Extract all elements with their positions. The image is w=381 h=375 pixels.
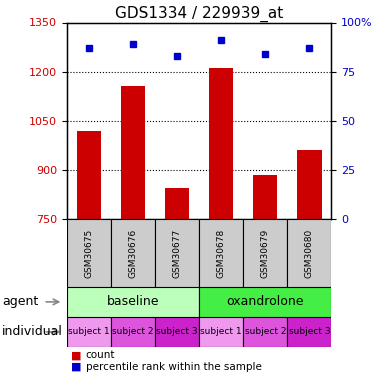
Text: subject 3: subject 3 [288,327,330,336]
Bar [111,219,155,287]
Text: ■: ■ [70,362,81,372]
Text: individual: individual [2,326,63,338]
Bar [155,317,199,347]
Text: GSM30678: GSM30678 [217,228,226,278]
Bar [111,317,155,347]
Bar [209,68,233,219]
Text: subject 1: subject 1 [68,327,110,336]
Text: GSM30677: GSM30677 [173,228,181,278]
Text: GSM30680: GSM30680 [305,228,314,278]
Title: GDS1334 / 229939_at: GDS1334 / 229939_at [115,6,283,22]
Text: subject 2: subject 2 [112,327,154,336]
Bar [67,219,111,287]
Text: subject 3: subject 3 [156,327,198,336]
Text: count: count [86,351,115,360]
Bar [155,219,199,287]
Text: agent: agent [2,296,38,308]
Text: GSM30675: GSM30675 [84,228,93,278]
Bar [199,219,243,287]
Bar [287,317,331,347]
Bar [67,317,111,347]
Bar [77,131,101,219]
Text: ■: ■ [70,351,81,360]
Bar [121,87,145,219]
Bar [67,287,199,317]
Bar [165,188,189,219]
Bar [253,175,277,219]
Bar [199,317,243,347]
Text: oxandrolone: oxandrolone [227,296,304,308]
Bar [199,287,331,317]
Bar [297,150,322,219]
Bar [243,219,287,287]
Text: percentile rank within the sample: percentile rank within the sample [86,362,262,372]
Bar [243,317,287,347]
Text: GSM30676: GSM30676 [128,228,138,278]
Text: GSM30679: GSM30679 [261,228,270,278]
Text: subject 2: subject 2 [245,327,286,336]
Text: subject 1: subject 1 [200,327,242,336]
Text: baseline: baseline [107,296,159,308]
Bar [287,219,331,287]
